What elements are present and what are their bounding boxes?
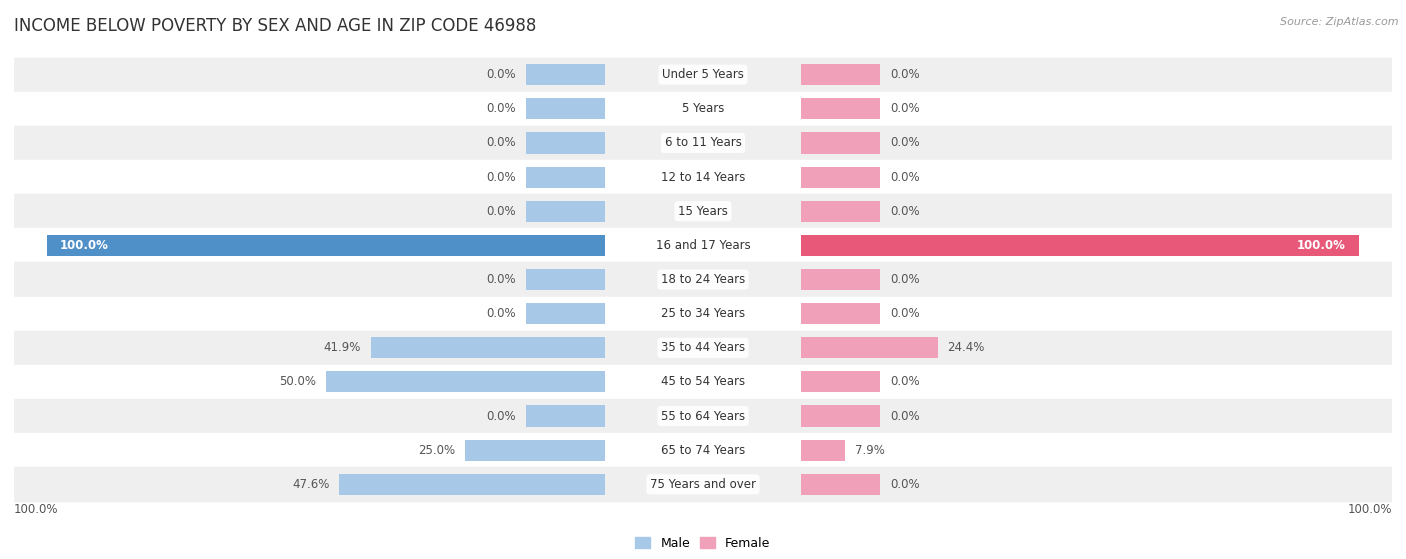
Bar [14, 297, 1392, 331]
Text: 55 to 64 Years: 55 to 64 Years [661, 410, 745, 423]
Bar [801, 98, 880, 120]
Text: 100.0%: 100.0% [14, 503, 59, 516]
Text: 15 Years: 15 Years [678, 205, 728, 217]
Bar [526, 98, 605, 120]
Bar [14, 262, 1392, 297]
Text: 47.6%: 47.6% [292, 478, 329, 491]
Text: 35 to 44 Years: 35 to 44 Years [661, 342, 745, 354]
Bar [14, 160, 1392, 194]
Text: 0.0%: 0.0% [890, 273, 920, 286]
Text: 0.0%: 0.0% [486, 273, 516, 286]
Text: 0.0%: 0.0% [890, 376, 920, 389]
Bar [801, 303, 880, 324]
Bar [14, 433, 1392, 467]
Text: 0.0%: 0.0% [890, 307, 920, 320]
Text: 12 to 14 Years: 12 to 14 Years [661, 170, 745, 183]
Text: 0.0%: 0.0% [486, 410, 516, 423]
Bar [801, 132, 880, 154]
Bar [526, 132, 605, 154]
Bar [526, 64, 605, 86]
Text: Source: ZipAtlas.com: Source: ZipAtlas.com [1281, 17, 1399, 27]
Text: 24.4%: 24.4% [948, 342, 984, 354]
Text: 0.0%: 0.0% [890, 410, 920, 423]
Bar [801, 201, 880, 222]
Text: 0.0%: 0.0% [890, 170, 920, 183]
Text: 0.0%: 0.0% [890, 205, 920, 217]
Text: 7.9%: 7.9% [855, 444, 886, 457]
Bar [14, 126, 1392, 160]
Text: 65 to 74 Years: 65 to 74 Years [661, 444, 745, 457]
Bar [801, 473, 880, 495]
Bar [801, 235, 1360, 256]
Text: 0.0%: 0.0% [486, 307, 516, 320]
Bar [339, 473, 605, 495]
Text: 5 Years: 5 Years [682, 102, 724, 115]
Text: 0.0%: 0.0% [486, 136, 516, 149]
Text: 100.0%: 100.0% [60, 239, 108, 252]
Bar [801, 405, 880, 427]
Bar [326, 371, 605, 392]
Bar [801, 371, 880, 392]
Text: 0.0%: 0.0% [486, 68, 516, 81]
Text: 0.0%: 0.0% [486, 205, 516, 217]
Bar [371, 337, 605, 358]
Text: Under 5 Years: Under 5 Years [662, 68, 744, 81]
Text: 0.0%: 0.0% [890, 136, 920, 149]
Legend: Male, Female: Male, Female [630, 532, 776, 555]
Text: 0.0%: 0.0% [890, 102, 920, 115]
Text: 16 and 17 Years: 16 and 17 Years [655, 239, 751, 252]
Bar [526, 405, 605, 427]
Bar [14, 399, 1392, 433]
Bar [14, 467, 1392, 501]
Text: 18 to 24 Years: 18 to 24 Years [661, 273, 745, 286]
Text: 41.9%: 41.9% [323, 342, 361, 354]
Text: 6 to 11 Years: 6 to 11 Years [665, 136, 741, 149]
Bar [801, 337, 938, 358]
Bar [14, 92, 1392, 126]
Bar [14, 331, 1392, 365]
Bar [526, 167, 605, 188]
Bar [14, 228, 1392, 262]
Text: INCOME BELOW POVERTY BY SEX AND AGE IN ZIP CODE 46988: INCOME BELOW POVERTY BY SEX AND AGE IN Z… [14, 17, 537, 35]
Text: 0.0%: 0.0% [486, 102, 516, 115]
Text: 0.0%: 0.0% [486, 170, 516, 183]
Bar [801, 167, 880, 188]
Bar [526, 303, 605, 324]
Bar [14, 365, 1392, 399]
Text: 0.0%: 0.0% [890, 68, 920, 81]
Bar [14, 194, 1392, 228]
Text: 0.0%: 0.0% [890, 478, 920, 491]
Bar [46, 235, 605, 256]
Bar [801, 439, 845, 461]
Bar [526, 201, 605, 222]
Text: 25.0%: 25.0% [418, 444, 456, 457]
Bar [526, 269, 605, 290]
Text: 75 Years and over: 75 Years and over [650, 478, 756, 491]
Bar [801, 64, 880, 86]
Bar [465, 439, 605, 461]
Text: 100.0%: 100.0% [1347, 503, 1392, 516]
Text: 25 to 34 Years: 25 to 34 Years [661, 307, 745, 320]
Bar [14, 58, 1392, 92]
Text: 45 to 54 Years: 45 to 54 Years [661, 376, 745, 389]
Bar [801, 269, 880, 290]
Text: 100.0%: 100.0% [1298, 239, 1346, 252]
Text: 50.0%: 50.0% [278, 376, 316, 389]
